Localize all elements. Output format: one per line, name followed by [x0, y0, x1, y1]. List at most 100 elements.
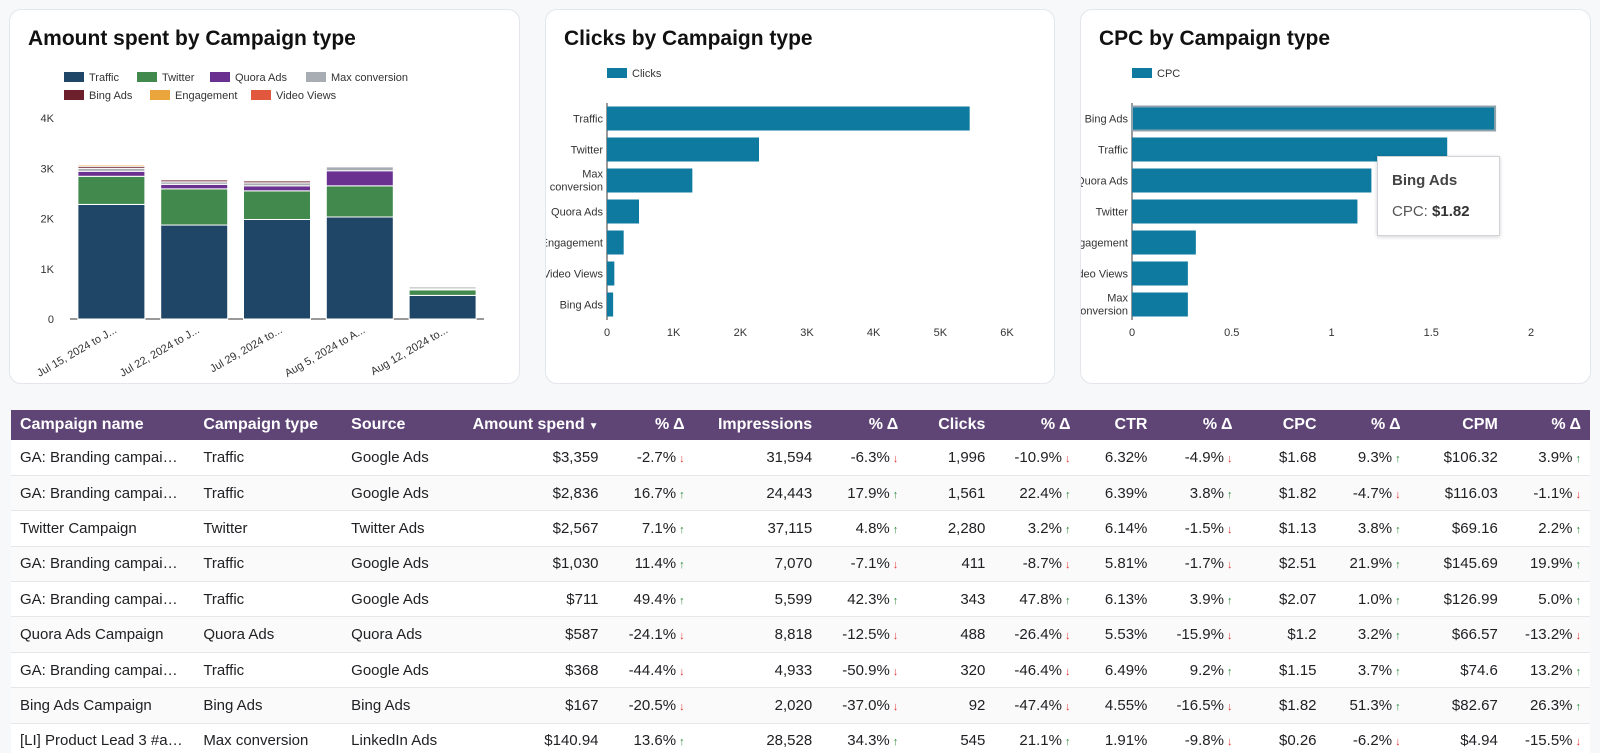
cell-clicks-d: -46.4% ↓ — [994, 652, 1080, 689]
cell-value: $1,030 — [552, 555, 599, 573]
cell-value: 21.1% — [1019, 732, 1062, 750]
col-header-impressions[interactable]: Impressions — [693, 410, 822, 440]
col-header-cpc[interactable]: CPC — [1241, 410, 1326, 440]
table-row[interactable]: GA: Branding campaign... Traffic Google Ad… — [11, 475, 1590, 512]
cell-cpc-d: 21.9% ↑ — [1325, 546, 1410, 583]
sort-desc-icon[interactable]: ▼ — [588, 421, 599, 432]
cell-value: LinkedIn Ads — [351, 732, 438, 750]
table-row[interactable]: Twitter Campaign Twitter Twitter Ads $2,567… — [11, 510, 1590, 547]
table-row[interactable]: Bing Ads Campaign Bing Ads Bing Ads $167 -20… — [11, 687, 1590, 724]
col-header-cpm-delta[interactable]: % Δ — [1506, 410, 1590, 440]
cell-name: Bing Ads Campaign — [11, 687, 195, 724]
bar-segment — [408, 289, 477, 296]
bar-segment — [160, 224, 229, 320]
table-row[interactable]: GA: Branding campaign... Traffic Google Ad… — [11, 440, 1590, 476]
table-row[interactable]: Quora Ads Campaign Quora Ads Quora Ads $587… — [11, 616, 1590, 653]
cell-value: $145.69 — [1443, 555, 1498, 573]
legend-swatch — [137, 72, 157, 82]
arrow-down-icon: ↓ — [1395, 488, 1401, 501]
clicks-chart-card: Clicks by Campaign type Clicks Traffic Twi… — [545, 9, 1055, 384]
cell-value: $1.82 — [1278, 484, 1317, 502]
cell-source: Google Ads — [342, 475, 454, 512]
cell-cpc-d: 51.3% ↑ — [1325, 687, 1410, 724]
col-header-spend-delta[interactable]: % Δ — [607, 410, 694, 440]
cell-type: Traffic — [194, 652, 343, 689]
cell-value: -4.7% — [1352, 484, 1393, 502]
cell-value: 13.2% — [1529, 661, 1573, 679]
cell-cpm: $66.57 — [1409, 616, 1507, 653]
col-header-clicks[interactable]: Clicks — [907, 410, 995, 440]
cell-value: -24.1% — [628, 626, 677, 644]
cell-value: 8,818 — [774, 626, 813, 644]
table-row[interactable]: GA: Branding campaign... Traffic Google Ad… — [11, 546, 1590, 583]
col-header-amount-spend[interactable]: Amount spend ▼ — [453, 410, 608, 440]
table-row[interactable]: [LI] Product Lead 3 #ac... Max conversion… — [11, 723, 1590, 753]
clicks-chart-svg[interactable]: Clicks Traffic Twitter Max conversion Quora A… — [546, 10, 1055, 384]
cell-value: $711 — [566, 590, 599, 608]
cell-value: Google Ads — [351, 484, 429, 502]
clicks-chart-title: Clicks by Campaign type — [564, 27, 813, 50]
x-tick-label: 1K — [667, 327, 681, 339]
cell-value: 6.49% — [1104, 661, 1148, 679]
col-header-cpm[interactable]: CPM — [1409, 410, 1507, 440]
category-label: Quora Ads — [551, 207, 603, 219]
cell-cpm-d: 13.2% ↑ — [1506, 652, 1590, 689]
cell-value: $66.57 — [1451, 626, 1498, 644]
cell-ctr-d: -16.5% ↓ — [1156, 687, 1242, 724]
cell-value: -20.5% — [628, 696, 677, 714]
cell-source: LinkedIn Ads — [342, 723, 454, 753]
col-header-cpc-delta[interactable]: % Δ — [1325, 410, 1410, 440]
arrow-down-icon: ↓ — [1064, 559, 1071, 572]
table-row[interactable]: GA: Branding campaign... Traffic Google Ad… — [11, 581, 1590, 618]
cell-value: Max conversion — [203, 732, 309, 750]
arrow-up-icon: ↑ — [679, 736, 685, 749]
category-label: Bing Ads — [560, 300, 604, 312]
col-header-ctr-delta[interactable]: % Δ — [1156, 410, 1242, 440]
col-header-impressions-delta[interactable]: % Δ — [821, 410, 908, 440]
cell-value: 51.3% — [1349, 696, 1393, 714]
cell-clicks: 411 — [907, 546, 995, 583]
x-tick-label: 0.5 — [1224, 327, 1239, 339]
cell-value: $69.16 — [1451, 519, 1498, 537]
col-header-source[interactable]: Source — [342, 410, 454, 440]
cell-value: 3.8% — [1357, 519, 1393, 537]
cell-value: Google Ads — [351, 555, 429, 573]
cell-value: Google Ads — [351, 448, 429, 466]
cell-impr: 5,599 — [693, 581, 822, 618]
bar — [607, 230, 624, 255]
bar-segment — [408, 284, 477, 287]
col-header-clicks-delta[interactable]: % Δ — [994, 410, 1080, 440]
cell-value: 1.91% — [1104, 732, 1148, 750]
amount-chart-svg[interactable]: Traffic Twitter Quora Ads Max conversion Bin… — [10, 10, 520, 384]
cell-value: 7.1% — [641, 519, 677, 537]
category-label: Video Views — [546, 269, 603, 281]
cell-impr: 8,818 — [693, 616, 822, 653]
category-label: Engagement — [1081, 238, 1128, 250]
cpc-chart-svg[interactable]: CPC Bing Ads Traffic Quora Ads Twitter Engage… — [1081, 10, 1591, 384]
cell-spend-d: -20.5% ↓ — [607, 687, 694, 724]
y-tick-label: 1K — [41, 264, 55, 276]
legend-swatch — [1132, 68, 1152, 78]
cell-value: 6.13% — [1104, 590, 1148, 608]
arrow-down-icon: ↓ — [1226, 700, 1233, 713]
cell-value: $1.82 — [1278, 696, 1317, 714]
cell-value: Google Ads — [351, 661, 429, 679]
cell-value: 16.7% — [633, 484, 677, 502]
arrow-down-icon: ↓ — [679, 452, 685, 465]
arrow-up-icon: ↑ — [1226, 488, 1233, 501]
table-row[interactable]: GA: Branding campaign... Traffic Google Ad… — [11, 652, 1590, 689]
category-label: Twitter — [1096, 207, 1129, 219]
cell-cpc: $1.2 — [1241, 616, 1326, 653]
table-body: GA: Branding campaign... Traffic Google Ad… — [11, 440, 1590, 753]
tooltip-label: CPC: — [1392, 203, 1428, 220]
cell-source: Google Ads — [342, 546, 454, 583]
col-header-campaign-name[interactable]: Campaign name — [11, 410, 195, 440]
cell-cpc-d: -6.2% ↓ — [1325, 723, 1410, 753]
cell-spend: $1,030 — [453, 546, 608, 583]
col-header-campaign-type[interactable]: Campaign type — [194, 410, 343, 440]
arrow-down-icon: ↓ — [892, 559, 899, 572]
legend-swatch — [306, 72, 326, 82]
col-header-ctr[interactable]: CTR — [1079, 410, 1157, 440]
cell-cpm: $4.94 — [1409, 723, 1507, 753]
